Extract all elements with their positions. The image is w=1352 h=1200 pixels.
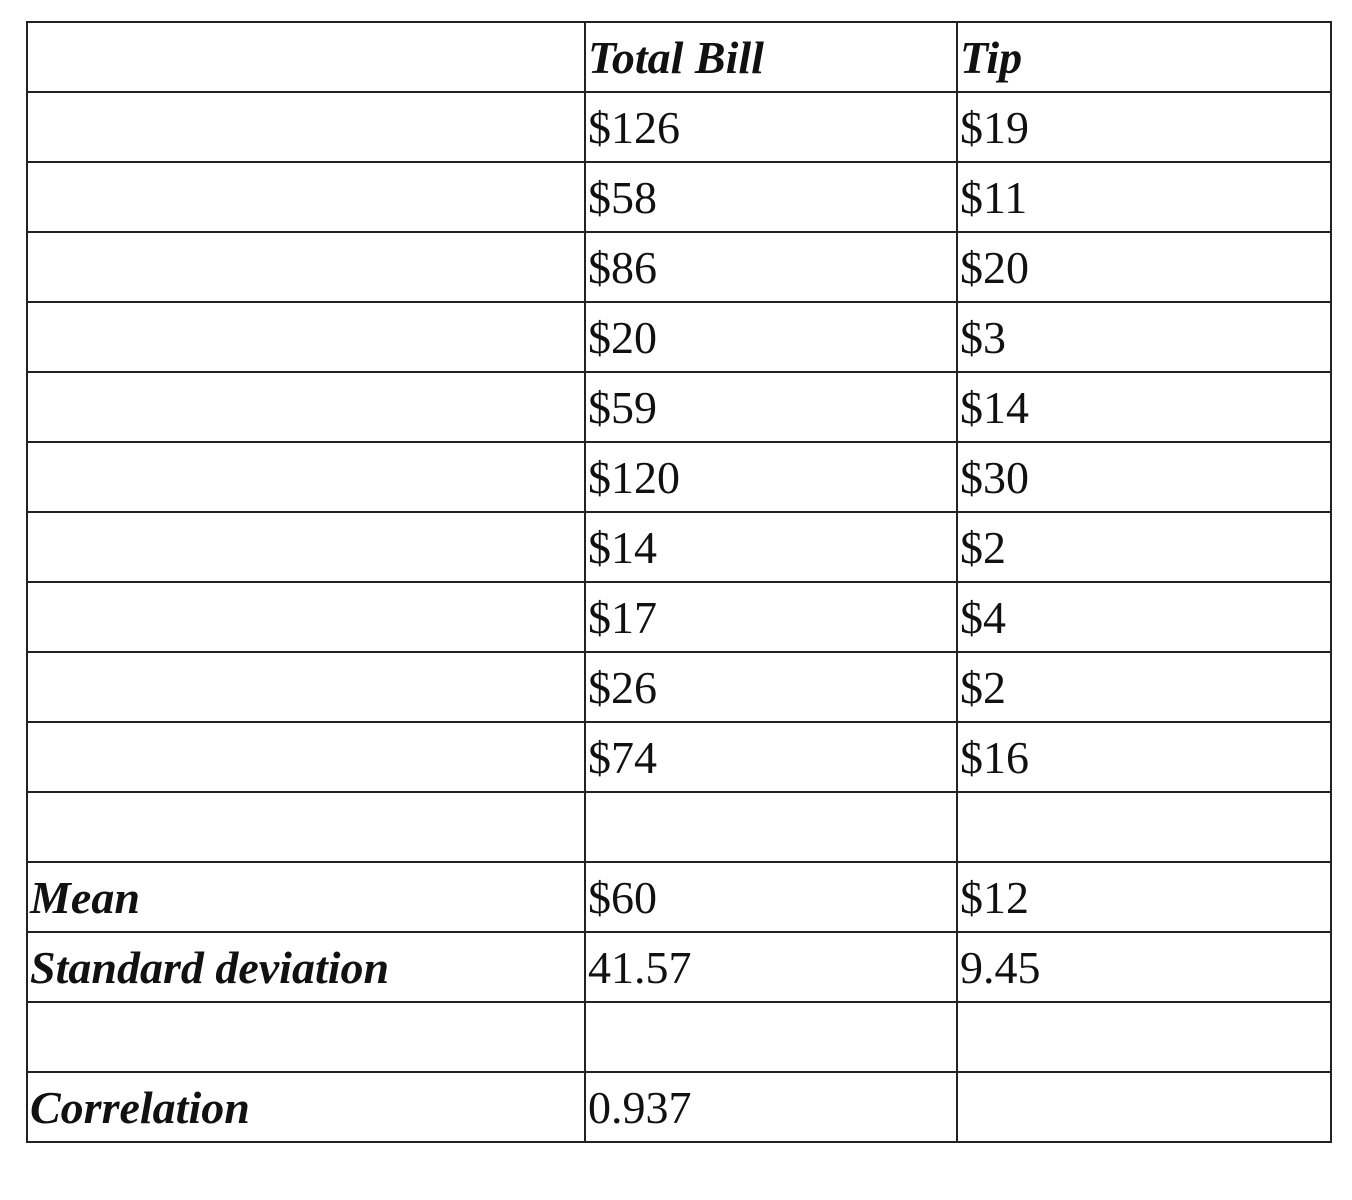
table-row: Mean $60 $12 — [26, 861, 1332, 933]
row-label — [26, 1001, 586, 1073]
table-cell: $2 — [956, 511, 1332, 583]
table-cell: $58 — [584, 161, 958, 233]
header-row: Total Bill Tip — [26, 21, 1332, 93]
table-row: $14 $2 — [26, 511, 1332, 583]
table-cell: $30 — [956, 441, 1332, 513]
table-cell: $14 — [956, 371, 1332, 443]
row-label — [26, 721, 586, 793]
table-cell: $120 — [584, 441, 958, 513]
table-cell: $20 — [956, 231, 1332, 303]
table-cell: 0.937 — [584, 1071, 958, 1143]
table-cell: 41.57 — [584, 931, 958, 1003]
table-row: Standard deviation 41.57 9.45 — [26, 931, 1332, 1003]
table-cell — [956, 1001, 1332, 1073]
table-cell: $11 — [956, 161, 1332, 233]
table-row: $58 $11 — [26, 161, 1332, 233]
table-row: $59 $14 — [26, 371, 1332, 443]
table-cell: $12 — [956, 861, 1332, 933]
table-cell: $20 — [584, 301, 958, 373]
table-cell: $3 — [956, 301, 1332, 373]
table-row: $126 $19 — [26, 91, 1332, 163]
header-cell: Total Bill — [584, 21, 958, 93]
row-label: Correlation — [26, 1071, 586, 1143]
table-cell — [956, 791, 1332, 863]
table-cell: $16 — [956, 721, 1332, 793]
row-label — [26, 791, 586, 863]
row-label: Mean — [26, 861, 586, 933]
table-row — [26, 791, 1332, 863]
row-label — [26, 511, 586, 583]
table-cell — [956, 1071, 1332, 1143]
row-label — [26, 371, 586, 443]
row-label — [26, 91, 586, 163]
table-row: $86 $20 — [26, 231, 1332, 303]
table-cell: $60 — [584, 861, 958, 933]
table-cell: $59 — [584, 371, 958, 443]
table-cell: $4 — [956, 581, 1332, 653]
header-cell: Tip — [956, 21, 1332, 93]
row-label: Standard deviation — [26, 931, 586, 1003]
table-row: $74 $16 — [26, 721, 1332, 793]
row-label — [26, 651, 586, 723]
table-cell: $14 — [584, 511, 958, 583]
table-body: Total Bill Tip $126 $19 $58 $11 $86 $20 $20 $3 $59… — [26, 21, 1332, 1143]
table-cell — [584, 791, 958, 863]
row-label — [26, 161, 586, 233]
table-row: $20 $3 — [26, 301, 1332, 373]
row-label — [26, 231, 586, 303]
row-label — [26, 301, 586, 373]
table-cell: $126 — [584, 91, 958, 163]
table-cell: $19 — [956, 91, 1332, 163]
table-cell: $2 — [956, 651, 1332, 723]
table-cell: $74 — [584, 721, 958, 793]
table-row: $120 $30 — [26, 441, 1332, 513]
data-table: Total Bill Tip $126 $19 $58 $11 $86 $20 $20 $3 $59… — [26, 21, 1332, 1143]
table-row: $17 $4 — [26, 581, 1332, 653]
table-cell: $86 — [584, 231, 958, 303]
header-cell — [26, 21, 586, 93]
table-cell: $26 — [584, 651, 958, 723]
table-row: Correlation 0.937 — [26, 1071, 1332, 1143]
table-cell — [584, 1001, 958, 1073]
row-label — [26, 441, 586, 513]
table-cell: 9.45 — [956, 931, 1332, 1003]
table-cell: $17 — [584, 581, 958, 653]
table-row: $26 $2 — [26, 651, 1332, 723]
row-label — [26, 581, 586, 653]
table-row — [26, 1001, 1332, 1073]
